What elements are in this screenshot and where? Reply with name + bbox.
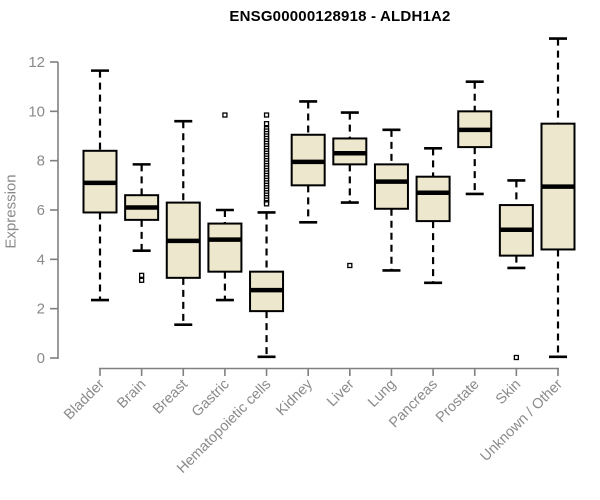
y-tick-label: 4: [37, 251, 45, 268]
x-tick-label-brain: Brain: [114, 377, 149, 412]
box-prostate: [457, 80, 493, 196]
box-skin: [498, 179, 534, 361]
box-unknown-other: [540, 37, 576, 359]
box-lung: [373, 128, 409, 272]
iqr-box: [207, 222, 243, 273]
x-tick-label-liver: Liver: [324, 376, 358, 410]
x-tick-label-breast: Breast: [150, 377, 191, 418]
box-pancreas: [415, 147, 451, 285]
y-tick-label: 8: [37, 153, 45, 170]
y-tick-label: 12: [28, 54, 45, 71]
outlier-point: [222, 112, 228, 118]
y-tick-label: 2: [37, 301, 45, 318]
outlier-point: [513, 354, 520, 361]
box-hematopoietic-cells: [249, 112, 285, 359]
box-kidney: [290, 100, 326, 224]
box-bladder: [82, 69, 118, 302]
outlier-point: [263, 112, 270, 118]
chart-title: ENSG00000128918 - ALDH1A2: [229, 8, 451, 25]
box-liver: [332, 111, 368, 269]
iqr-box: [415, 175, 451, 223]
y-tick-label: 6: [37, 202, 45, 219]
x-tick-label-kidney: Kidney: [273, 376, 316, 419]
box-brain: [124, 163, 160, 283]
outlier-point: [263, 121, 270, 127]
outlier-point: [263, 201, 270, 207]
outlier-point: [347, 262, 353, 269]
box-breast: [165, 119, 201, 327]
x-tick-label-lung: Lung: [365, 377, 399, 411]
y-tick-label: 0: [37, 350, 45, 367]
outlier-point: [138, 272, 145, 279]
box-gastric: [207, 112, 243, 302]
iqr-box: [373, 163, 409, 210]
x-tick-label-skin: Skin: [493, 377, 524, 408]
y-tick-label: 10: [28, 103, 45, 120]
outlier-point: [138, 277, 145, 283]
x-tick-label-bladder: Bladder: [61, 376, 108, 423]
x-tick-label-prostate: Prostate: [433, 377, 482, 426]
